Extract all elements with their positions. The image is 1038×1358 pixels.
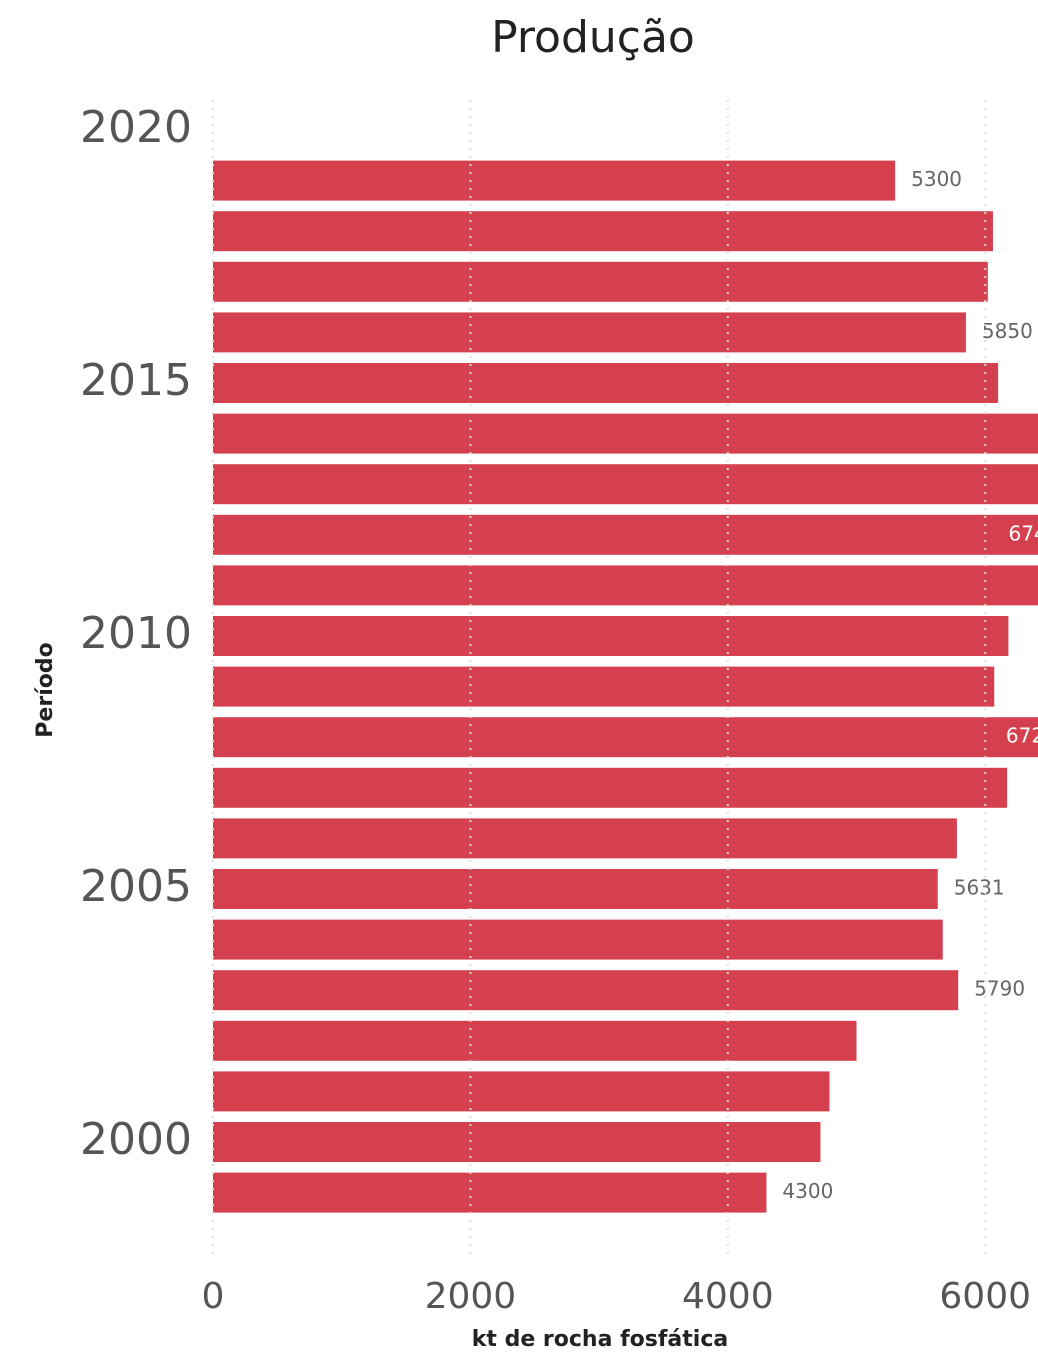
- bar: [213, 1122, 821, 1162]
- bar: [213, 261, 988, 302]
- x-tick-label: 0: [202, 1276, 225, 1317]
- value-label: 5300: [911, 167, 962, 191]
- bar: [213, 919, 943, 960]
- bar: [213, 363, 999, 403]
- bar: [213, 1020, 857, 1061]
- value-label: 5790: [974, 977, 1025, 1001]
- y-tick-label: 2020: [80, 102, 192, 153]
- bar: [213, 970, 959, 1011]
- chart-title: Produção: [491, 12, 695, 63]
- plot-area: 4300 5790 5631 6720 6740 5850 5300: [213, 160, 1038, 1213]
- value-label: 6720: [1006, 724, 1038, 748]
- y-tick-label: 2000: [80, 1114, 192, 1165]
- x-axis-label: kt de rocha fosfática: [472, 1327, 728, 1352]
- bar: [213, 616, 1009, 656]
- value-label: 5850: [982, 319, 1033, 343]
- y-axis-label: Período: [33, 642, 58, 737]
- value-label: 4300: [782, 1179, 833, 1203]
- bar: [213, 413, 1038, 454]
- bar: [213, 666, 995, 707]
- bar: [213, 1172, 767, 1213]
- bar: [213, 565, 1038, 606]
- bar: [213, 767, 1008, 808]
- y-tick-label: 2010: [80, 608, 192, 659]
- y-tick-label: 2005: [80, 861, 192, 912]
- bar: [213, 869, 938, 909]
- bar: [213, 1071, 830, 1112]
- bar: [213, 211, 993, 252]
- x-tick-label: 2000: [425, 1276, 517, 1317]
- value-label: 6740: [1008, 521, 1038, 545]
- bar: [213, 717, 1038, 758]
- x-tick-label: 4000: [682, 1276, 774, 1317]
- bar: [213, 312, 966, 353]
- value-label: 5631: [954, 876, 1005, 900]
- bar: [213, 514, 1038, 555]
- bar: [213, 818, 957, 859]
- bar: [213, 464, 1038, 505]
- bar: [213, 160, 896, 201]
- x-tick-label: 6000: [939, 1276, 1031, 1317]
- y-tick-label: 2015: [80, 355, 192, 406]
